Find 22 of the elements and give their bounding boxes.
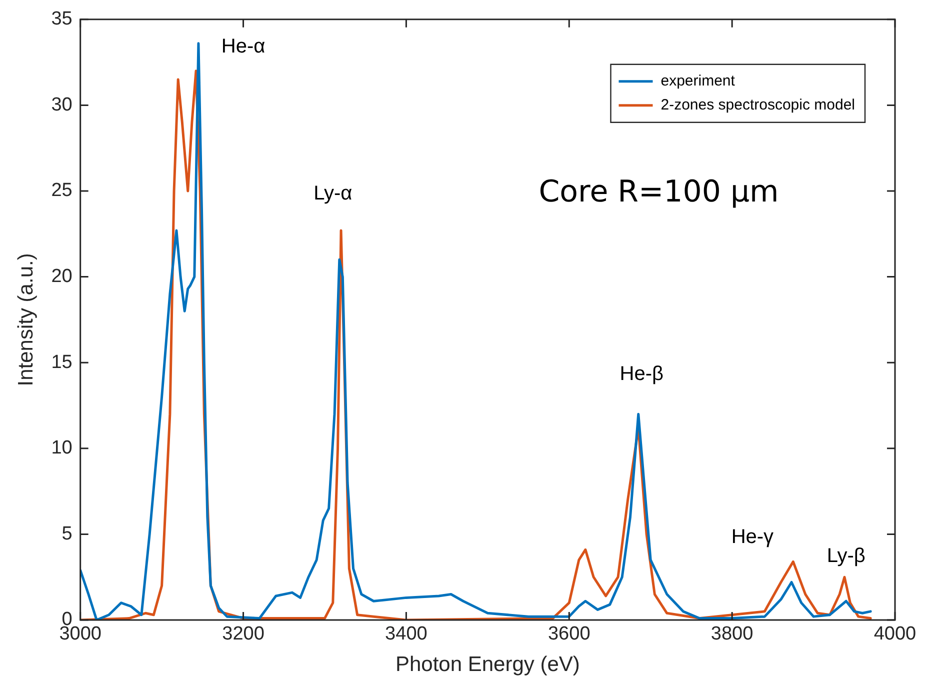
annotation: He-γ [731,526,774,548]
annotation: Ly-α [314,182,352,205]
x-tick-label: 3400 [385,624,428,645]
y-tick-label: 35 [51,8,72,30]
y-tick-label: 5 [62,523,72,544]
y-axis-title: Intensity (a.u.) [14,253,38,386]
y-tick-label: 20 [51,266,72,288]
y-tick-label: 10 [51,438,72,459]
legend-label: 2-zones spectroscopic model [660,96,856,114]
legend-label: experiment [660,72,736,90]
x-tick-label: 3800 [710,624,754,645]
x-tick-label: 4000 [874,624,916,645]
y-tick-label: 25 [51,180,72,202]
x-tick-label: 3600 [548,624,590,645]
annotation: Ly-β [826,544,866,567]
x-tick-label: 3200 [222,624,264,645]
annotation: He-α [221,36,266,58]
x-axis-title: Photon Energy (eV) [395,653,580,676]
annotation: Core R=100 µm [538,174,779,210]
annotation: He-β [620,362,664,385]
y-tick-label: 30 [51,94,72,116]
y-tick-label: 15 [51,352,72,373]
